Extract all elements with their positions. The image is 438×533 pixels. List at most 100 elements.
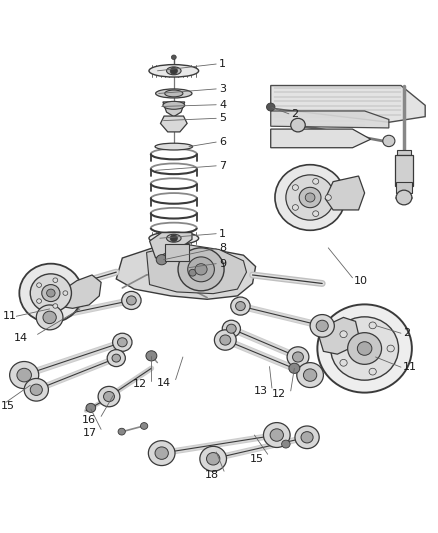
Text: 14: 14: [14, 333, 28, 343]
Circle shape: [231, 297, 250, 315]
Circle shape: [331, 317, 399, 380]
Circle shape: [340, 359, 347, 366]
Text: 6: 6: [219, 137, 226, 147]
Circle shape: [189, 269, 196, 276]
Circle shape: [289, 363, 300, 374]
Circle shape: [206, 453, 220, 465]
Text: 9: 9: [219, 259, 226, 269]
Text: 15: 15: [0, 401, 14, 411]
Circle shape: [127, 296, 136, 305]
Circle shape: [113, 333, 132, 351]
Text: 11: 11: [3, 311, 17, 321]
Ellipse shape: [166, 67, 181, 75]
Circle shape: [141, 423, 148, 430]
Circle shape: [222, 320, 240, 337]
Circle shape: [266, 103, 275, 111]
Circle shape: [287, 347, 309, 367]
Circle shape: [348, 333, 381, 365]
Polygon shape: [59, 275, 101, 309]
Text: 14: 14: [157, 378, 171, 388]
Circle shape: [220, 335, 231, 345]
Circle shape: [200, 446, 226, 471]
Circle shape: [63, 291, 68, 295]
Text: 7: 7: [219, 161, 226, 171]
Circle shape: [146, 351, 157, 361]
Circle shape: [53, 278, 58, 282]
Circle shape: [270, 429, 283, 441]
Polygon shape: [271, 111, 389, 128]
Circle shape: [301, 432, 313, 443]
Circle shape: [357, 342, 372, 356]
Circle shape: [46, 289, 55, 297]
Circle shape: [53, 304, 58, 308]
Polygon shape: [319, 317, 359, 354]
Polygon shape: [149, 232, 192, 258]
Circle shape: [10, 361, 39, 389]
Circle shape: [293, 352, 304, 362]
Text: 16: 16: [82, 415, 96, 425]
Circle shape: [156, 255, 167, 265]
Circle shape: [37, 283, 42, 287]
Text: 1: 1: [219, 59, 226, 69]
Polygon shape: [271, 85, 425, 122]
Circle shape: [236, 302, 245, 311]
Polygon shape: [147, 244, 247, 294]
Text: 5: 5: [219, 114, 226, 123]
Circle shape: [295, 426, 319, 449]
Circle shape: [42, 285, 60, 302]
Circle shape: [293, 205, 298, 211]
Circle shape: [103, 391, 114, 402]
Ellipse shape: [155, 143, 193, 150]
Polygon shape: [163, 102, 185, 117]
Circle shape: [37, 299, 42, 303]
Circle shape: [24, 378, 49, 401]
Text: 2: 2: [403, 328, 410, 338]
Circle shape: [291, 118, 305, 132]
Text: 10: 10: [354, 276, 368, 286]
Bar: [397, 150, 411, 155]
Circle shape: [305, 193, 315, 202]
Circle shape: [19, 264, 82, 322]
Circle shape: [214, 330, 236, 350]
Circle shape: [263, 423, 290, 448]
Circle shape: [171, 55, 176, 60]
Bar: [165, 244, 189, 261]
Circle shape: [30, 384, 42, 395]
Text: 2: 2: [291, 109, 298, 119]
Circle shape: [275, 165, 345, 230]
Circle shape: [387, 345, 394, 352]
Circle shape: [282, 440, 290, 448]
Circle shape: [293, 185, 298, 190]
Ellipse shape: [149, 64, 199, 77]
Text: 17: 17: [83, 429, 97, 438]
Circle shape: [383, 135, 395, 147]
Circle shape: [155, 447, 168, 459]
Text: 4: 4: [219, 100, 226, 110]
Circle shape: [36, 305, 63, 330]
Circle shape: [369, 368, 376, 375]
Circle shape: [117, 338, 127, 347]
Circle shape: [43, 311, 57, 324]
Polygon shape: [160, 116, 187, 132]
Text: 3: 3: [219, 84, 226, 94]
Text: 15: 15: [250, 454, 264, 464]
Ellipse shape: [149, 232, 199, 245]
Circle shape: [297, 362, 323, 387]
Circle shape: [340, 331, 347, 337]
Circle shape: [310, 314, 334, 337]
Circle shape: [286, 175, 334, 220]
Circle shape: [148, 441, 175, 465]
Circle shape: [325, 195, 331, 200]
Circle shape: [369, 322, 376, 329]
Circle shape: [107, 350, 125, 367]
Circle shape: [318, 304, 412, 393]
Text: 1: 1: [219, 229, 226, 239]
Text: 12: 12: [132, 378, 147, 389]
Circle shape: [313, 179, 319, 184]
Ellipse shape: [165, 90, 183, 97]
Circle shape: [178, 248, 224, 291]
Text: 11: 11: [403, 362, 417, 372]
Circle shape: [98, 386, 120, 407]
Circle shape: [170, 68, 177, 74]
Circle shape: [122, 292, 141, 310]
